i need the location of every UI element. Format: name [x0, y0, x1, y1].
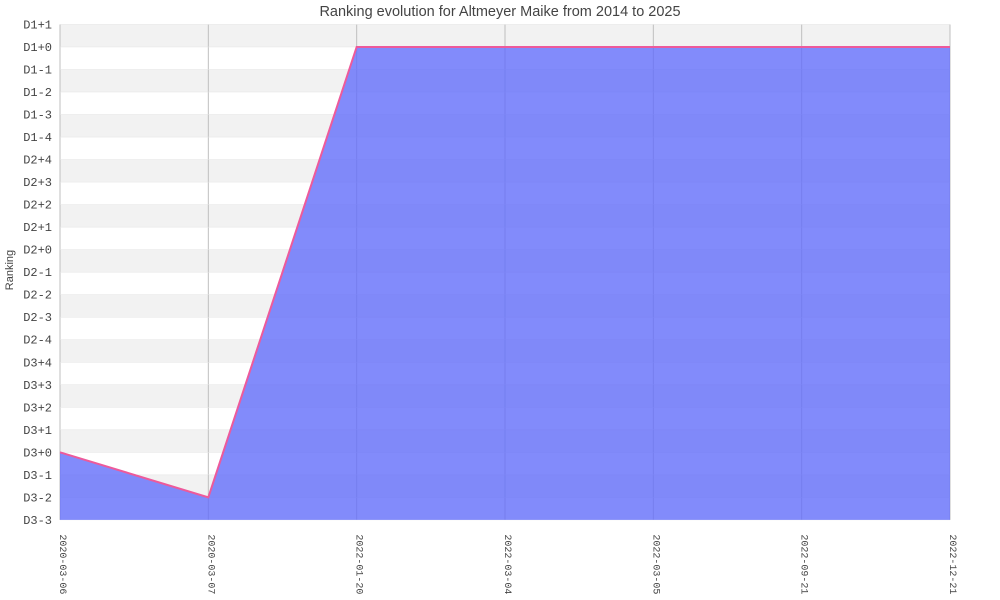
svg-text:D2-1: D2-1 — [23, 266, 52, 280]
svg-text:D3+2: D3+2 — [23, 401, 52, 415]
svg-text:2022-12-21: 2022-12-21 — [946, 534, 957, 594]
svg-text:D2+1: D2+1 — [23, 221, 52, 235]
svg-text:D2-2: D2-2 — [23, 289, 52, 303]
svg-text:D1-2: D1-2 — [23, 86, 52, 100]
svg-text:2022-01-20: 2022-01-20 — [353, 534, 364, 594]
svg-text:2022-09-21: 2022-09-21 — [798, 534, 809, 594]
svg-text:D1+1: D1+1 — [23, 18, 52, 32]
svg-text:D3+0: D3+0 — [23, 446, 52, 460]
svg-text:D1+0: D1+0 — [23, 41, 52, 55]
svg-text:D2+3: D2+3 — [23, 176, 52, 190]
svg-text:D3+3: D3+3 — [23, 379, 52, 393]
svg-text:D1-4: D1-4 — [23, 131, 52, 145]
svg-text:D2+2: D2+2 — [23, 199, 52, 213]
svg-text:D3-1: D3-1 — [23, 469, 52, 483]
svg-text:D3-3: D3-3 — [23, 514, 52, 528]
svg-text:2020-03-06: 2020-03-06 — [56, 534, 67, 594]
svg-text:2022-03-05: 2022-03-05 — [649, 534, 660, 594]
svg-text:D2-4: D2-4 — [23, 334, 52, 348]
svg-text:2022-03-04: 2022-03-04 — [501, 534, 512, 594]
svg-text:D3+4: D3+4 — [23, 356, 52, 370]
svg-text:D3+1: D3+1 — [23, 424, 52, 438]
svg-text:D2+0: D2+0 — [23, 244, 52, 258]
svg-text:D2+4: D2+4 — [23, 154, 52, 168]
svg-text:D2-3: D2-3 — [23, 311, 52, 325]
svg-text:D1-1: D1-1 — [23, 63, 52, 77]
svg-text:2020-03-07: 2020-03-07 — [204, 534, 215, 594]
svg-text:D1-3: D1-3 — [23, 109, 52, 123]
svg-text:D3-2: D3-2 — [23, 491, 52, 505]
